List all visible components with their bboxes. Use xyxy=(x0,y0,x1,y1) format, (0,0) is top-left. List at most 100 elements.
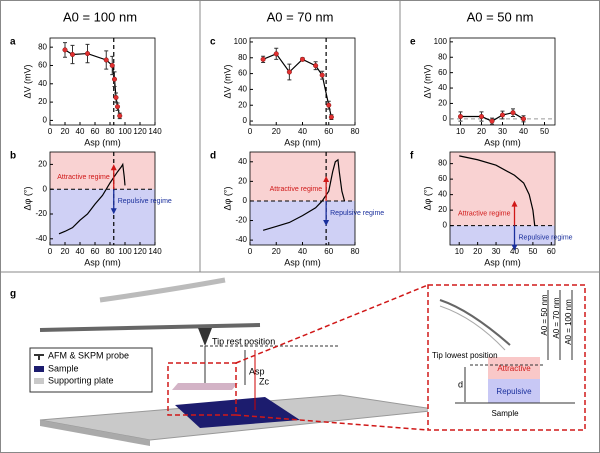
annotation: Attractive regime xyxy=(458,210,511,217)
label: Asp xyxy=(249,366,265,376)
x-tick-label: 10 xyxy=(455,247,464,256)
series-line xyxy=(58,162,126,235)
inset-cantilever xyxy=(439,299,511,346)
y-tick-label: 20 xyxy=(38,97,47,106)
shade-bottom xyxy=(450,225,555,245)
x-tick-label: 20 xyxy=(272,247,281,256)
cantilever xyxy=(39,323,261,332)
data-point xyxy=(117,113,123,119)
data-point xyxy=(113,95,119,101)
label: Tip rest position xyxy=(212,336,275,346)
y-tick-label: 60 xyxy=(438,174,447,183)
plot-frame xyxy=(49,151,156,246)
y-tick-label: 40 xyxy=(438,83,447,92)
y-tick-label: 40 xyxy=(238,85,247,94)
chart-title: A0 = 100 nm xyxy=(63,9,137,24)
arrow-head xyxy=(323,219,330,226)
y-tick-label: 80 xyxy=(438,52,447,61)
y-tick-label: 0 xyxy=(43,116,48,125)
arrow-head xyxy=(511,200,518,207)
x-axis-label: Asp (nm) xyxy=(84,137,121,147)
data-point xyxy=(500,112,506,118)
label: Zc xyxy=(259,376,269,386)
panel-letter: d xyxy=(210,151,216,162)
x-tick-label: 100 xyxy=(118,127,132,136)
y-tick-label: 80 xyxy=(438,159,447,168)
y-tick-label: 20 xyxy=(238,176,247,185)
x-axis-label: Asp (nm) xyxy=(284,257,321,267)
x-tick-label: 0 xyxy=(48,247,53,256)
x-axis-label: Asp (nm) xyxy=(484,257,521,267)
x-tick-label: 30 xyxy=(498,127,507,136)
x-tick-label: 0 xyxy=(248,247,253,256)
y-tick-label: -40 xyxy=(235,235,247,244)
y-tick-label: 20 xyxy=(238,100,247,109)
data-point xyxy=(510,110,516,116)
legend-icon xyxy=(34,378,44,384)
data-point xyxy=(458,114,464,120)
shade-bottom xyxy=(50,189,155,245)
y-axis-label: ΔV (mV) xyxy=(22,64,32,98)
data-point xyxy=(260,56,266,62)
legend-label: Supporting plate xyxy=(48,375,114,385)
x-axis-label: Asp (nm) xyxy=(484,137,521,147)
x-tick-label: 20 xyxy=(61,127,70,136)
x-tick-label: 40 xyxy=(519,127,528,136)
x-tick-label: 20 xyxy=(473,247,482,256)
annotation: Attractive regime xyxy=(57,174,110,181)
arrow-head xyxy=(110,164,117,171)
y-axis-label: ΔV (mV) xyxy=(222,64,232,98)
shade-top xyxy=(450,152,555,226)
x-tick-label: 40 xyxy=(76,247,85,256)
x-tick-label: 80 xyxy=(106,247,115,256)
y-tick-label: 60 xyxy=(238,69,247,78)
y-axis-label: Δφ (°) xyxy=(22,187,32,211)
diagram: g Tip rest position Asp Zc AFM & SKPM pr… xyxy=(10,277,586,446)
x-tick-label: 120 xyxy=(133,127,147,136)
shade-top xyxy=(50,152,155,190)
panel-letter: b xyxy=(10,151,16,162)
x-tick-label: 140 xyxy=(148,247,162,256)
x-tick-label: 50 xyxy=(540,127,549,136)
plot-frame xyxy=(449,151,556,246)
panel-letter: g xyxy=(10,289,16,300)
x-axis-label: Asp (nm) xyxy=(84,257,121,267)
y-tick-label: 0 xyxy=(243,116,248,125)
data-point xyxy=(521,116,527,122)
label: Tip lowest position xyxy=(432,351,498,360)
tip-low xyxy=(172,383,238,390)
data-point xyxy=(69,51,75,57)
y-tick-label: 0 xyxy=(443,221,448,230)
chart: A0 = 70 nm c 0 20 40 60 80 0 20 40 60 80 100 Asp (nm)… xyxy=(210,9,360,147)
panel-letter: c xyxy=(210,37,216,48)
data-point xyxy=(273,51,279,57)
x-tick-label: 80 xyxy=(106,127,115,136)
data-point xyxy=(313,63,319,69)
y-tick-label: 40 xyxy=(438,190,447,199)
label: Attractive xyxy=(497,364,531,373)
x-tick-label: 40 xyxy=(298,127,307,136)
data-point xyxy=(489,118,495,124)
y-tick-label: 80 xyxy=(238,53,247,62)
data-point xyxy=(286,69,292,75)
arrow-head xyxy=(110,208,117,215)
label: d xyxy=(458,379,463,389)
arrow-head xyxy=(511,244,518,251)
chart: b 0 20 40 60 80 100 120 140 -40 -20 0 20 Asp (nm) Δφ (… xyxy=(10,151,172,268)
x-tick-label: 60 xyxy=(324,247,333,256)
shade-top xyxy=(250,152,355,201)
data-point xyxy=(111,76,117,82)
x-tick-label: 20 xyxy=(272,127,281,136)
plot-frame xyxy=(49,37,156,126)
y-tick-label: -20 xyxy=(35,209,47,218)
x-tick-label: 40 xyxy=(76,127,85,136)
series-line xyxy=(262,158,346,231)
cantilever-up xyxy=(99,277,226,303)
data-point xyxy=(103,57,109,63)
data-point xyxy=(328,114,334,120)
y-tick-label: 100 xyxy=(234,37,248,46)
zoom-box xyxy=(167,362,237,416)
data-point xyxy=(300,56,306,62)
y-tick-label: -20 xyxy=(235,216,247,225)
